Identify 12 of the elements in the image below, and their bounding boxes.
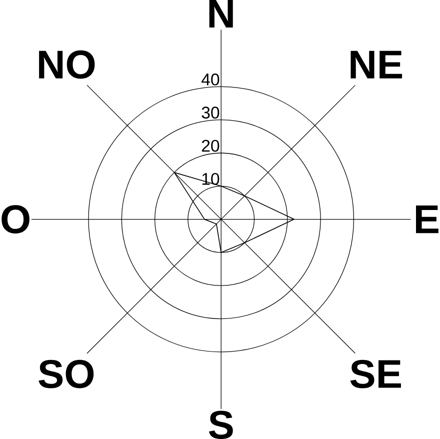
spoke-label: N xyxy=(209,0,233,28)
y-tick-label: 40 xyxy=(202,74,220,86)
spoke-label: SE xyxy=(350,360,401,388)
spoke-label: O xyxy=(2,205,30,234)
spoke-label: E xyxy=(416,206,438,234)
y-tick-label: 10 xyxy=(202,172,220,185)
spoke-label: SO xyxy=(38,360,94,388)
spoke-label: NO xyxy=(39,50,95,79)
y-tick-label: 20 xyxy=(202,140,220,152)
spoke-label: S xyxy=(208,410,233,439)
y-tick-label: 30 xyxy=(202,106,220,119)
spoke-label: NE xyxy=(350,50,402,78)
